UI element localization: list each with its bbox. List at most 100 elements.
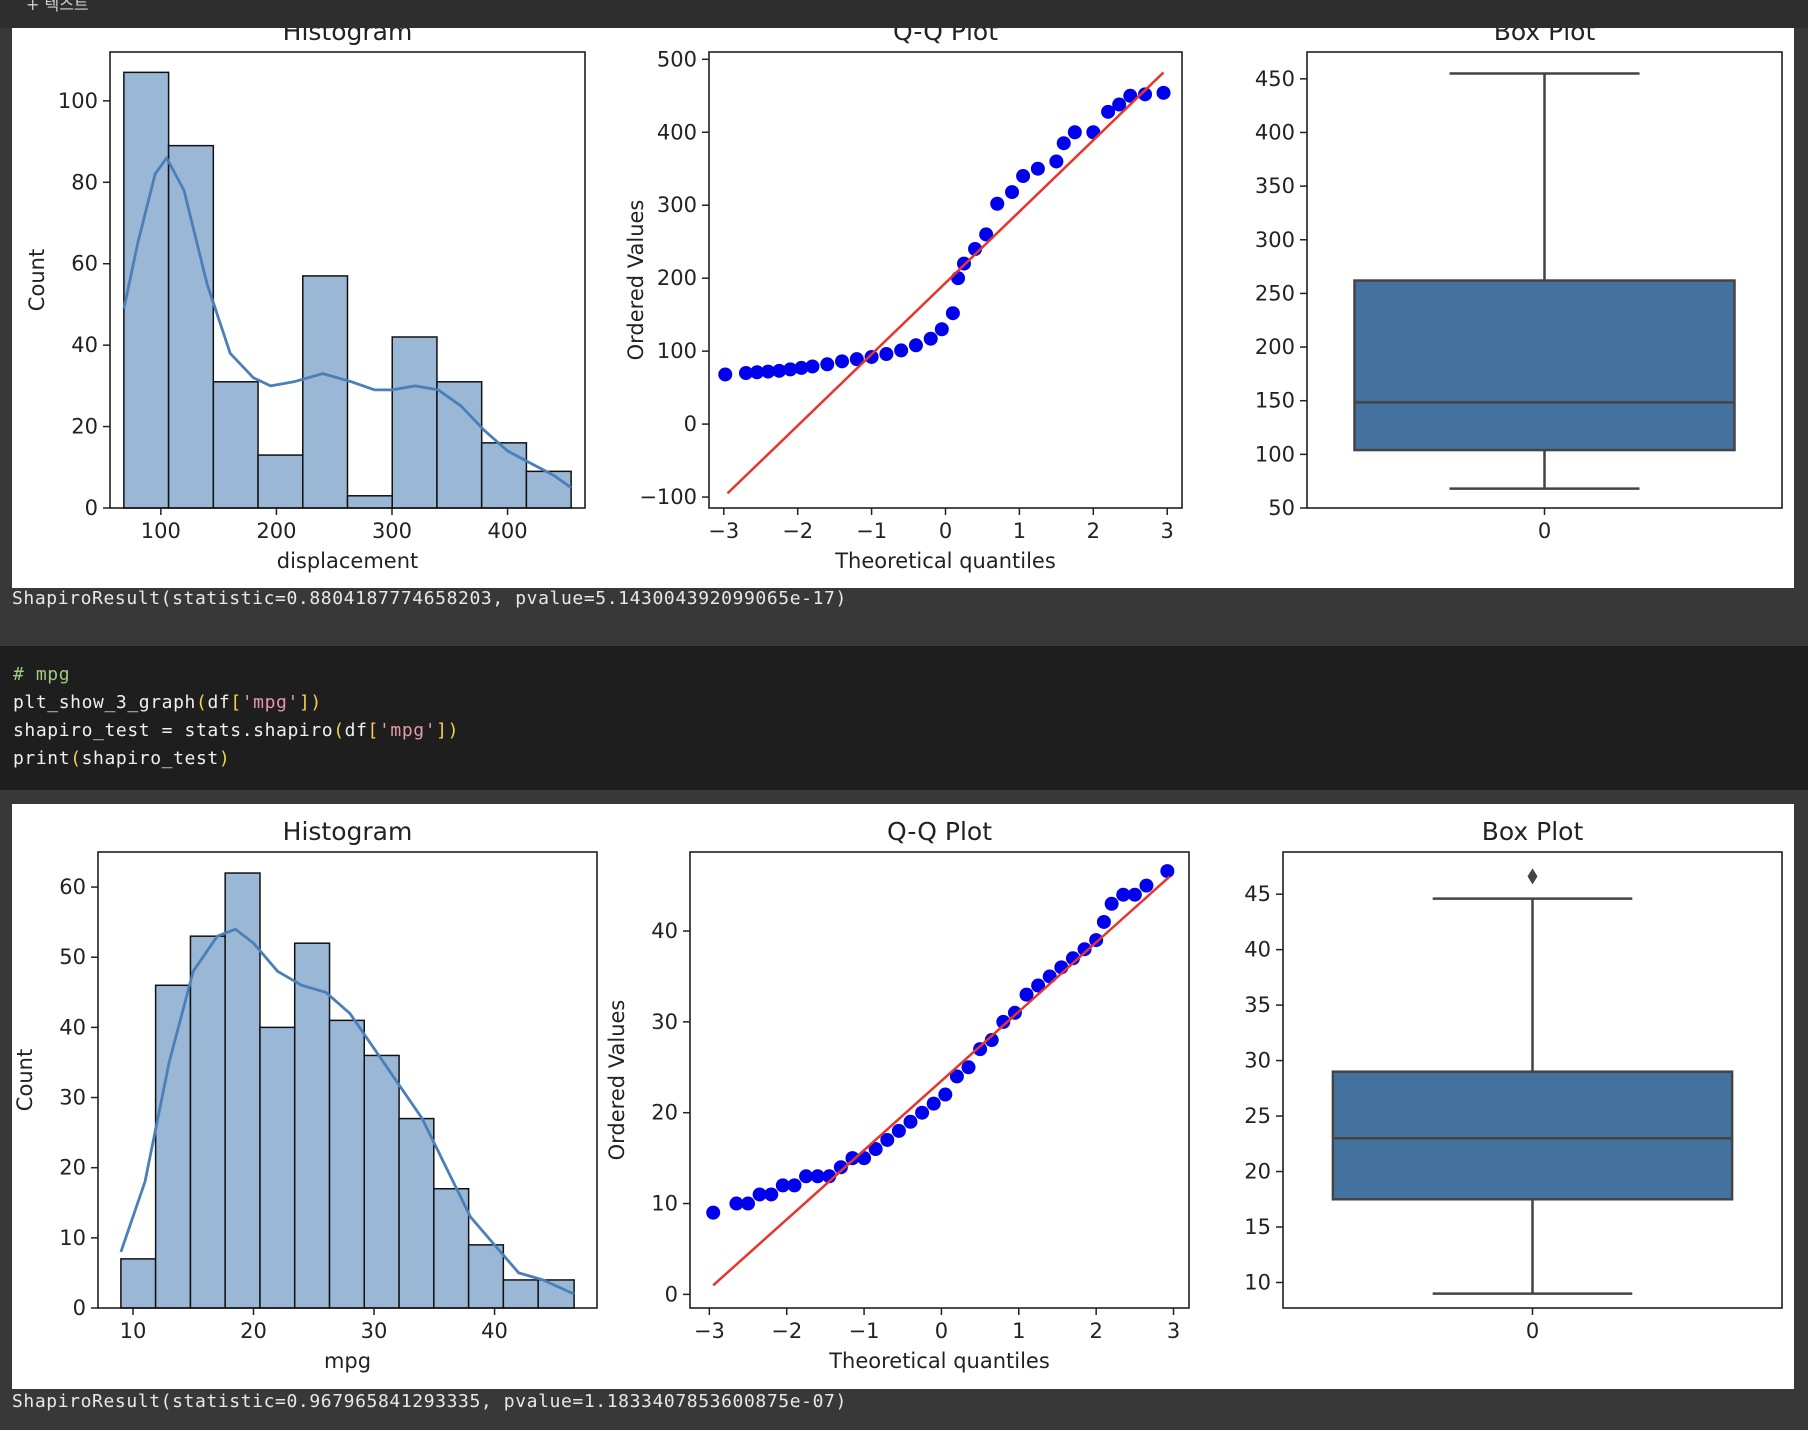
displacement-histogram-bar [391, 336, 438, 509]
mpg-histogram-ytick-label: 0 [73, 1296, 86, 1320]
displacement-histogram-xlabel: displacement [277, 549, 419, 573]
mpg-histogram-bar [433, 1187, 470, 1309]
mpg-histogram-title: Histogram [283, 817, 413, 846]
mpg-box-ytick-label: 40 [1244, 938, 1271, 962]
mpg-histogram-bar [537, 1279, 575, 1309]
displacement-qq-title: Q-Q Plot [893, 28, 998, 46]
displacement-qq-xtick-label: −2 [782, 519, 813, 543]
mpg-histogram-xlabel: mpg [324, 1349, 371, 1373]
displacement-qq-point [1112, 97, 1127, 112]
mpg-qq-point [1019, 987, 1034, 1002]
displacement-histogram-bar [123, 71, 170, 509]
mpg-qq-point [1065, 951, 1080, 966]
code-print-arg: shapiro_test [81, 748, 219, 769]
displacement-qq-point [835, 354, 850, 369]
code-fn-call: plt_show_3_graph [13, 692, 196, 713]
displacement-histogram-title: Histogram [283, 28, 413, 46]
mpg-histogram-xtick-label: 30 [361, 1319, 388, 1343]
mpg-qq-point [1077, 942, 1092, 957]
code-line-comment: # mpg [13, 664, 70, 685]
displacement-qq-ytick-label: 300 [657, 193, 697, 217]
mpg-qq-point [752, 1187, 767, 1202]
code-cell[interactable]: # mpg plt_show_3_graph(df['mpg']) shapir… [0, 646, 1808, 790]
mpg-qq-xtick-label: −1 [849, 1319, 880, 1343]
displacement-qq-point [1030, 161, 1045, 176]
displacement-qq-fit-line [726, 71, 1165, 495]
displacement-qq-frame [708, 51, 1183, 509]
code-line-shapiro: shapiro_test = stats.shapiro(df['mpg']) [13, 720, 460, 741]
mpg-qq-point [833, 1160, 848, 1175]
mpg-histogram-kde-line [119, 927, 575, 1296]
mpg-box-ytick-label: 45 [1244, 882, 1271, 906]
displacement-box-ytick-label: 250 [1255, 281, 1295, 305]
mpg-histogram-bar [189, 935, 226, 1309]
displacement-qq-point [979, 227, 994, 242]
mpg-box-title: Box Plot [1482, 817, 1584, 846]
displacement-histogram-ytick-label: 60 [71, 252, 98, 276]
mpg-qq-ytick-label: 40 [651, 919, 678, 943]
mpg-box-xtick-label: 0 [1526, 1319, 1539, 1343]
mpg-histogram-axes: Histogram mpg Count 0 10 20 30 40 50 60 10 20 30 40 [13, 817, 508, 1373]
mpg-histogram-ytick-label: 20 [59, 1156, 86, 1180]
displacement-box-ytick-label: 350 [1255, 174, 1295, 198]
displacement-qq-point [1016, 169, 1031, 184]
displacement-qq-point [1101, 104, 1116, 119]
code-comment: # mpg [13, 664, 71, 685]
mpg-qq-point [996, 1014, 1011, 1029]
mpg-histogram-bar [467, 1244, 505, 1309]
displacement-box-title: Box Plot [1494, 28, 1596, 46]
code-df: df [207, 692, 231, 713]
mpg-qq-point [984, 1033, 999, 1048]
displacement-histogram-bar [480, 442, 528, 509]
displacement-qq-xtick-label: −1 [856, 519, 887, 543]
displacement-qq-point [718, 367, 733, 382]
displacement-histogram-xtick-label: 400 [488, 519, 528, 543]
mpg-box-iqr-box [1331, 1070, 1734, 1201]
displacement-qq-point [820, 357, 835, 372]
displacement-histogram-bar [167, 144, 215, 509]
mpg-qq-point [729, 1196, 744, 1211]
mpg-box-ytick-label: 10 [1244, 1270, 1271, 1294]
mpg-qq-xtick-label: 0 [935, 1319, 948, 1343]
mpg-histogram-ylabel: Count [13, 1049, 37, 1111]
mpg-qq-point [868, 1142, 883, 1157]
mpg-qq-axes: Q-Q Plot Theoretical quantiles Ordered Val… [605, 817, 1180, 1373]
displacement-figure: Histogram displacement Count 0 20 40 60 80 100 10… [12, 28, 1794, 588]
displacement-qq-point [794, 360, 809, 375]
add-text-button[interactable]: + 텍스트 [26, 0, 89, 14]
mpg-histogram-bar [398, 1117, 435, 1309]
mpg-histogram-xtick-label: 40 [481, 1319, 508, 1343]
displacement-histogram-bar [436, 381, 483, 509]
displacement-histogram-bar [257, 454, 304, 509]
mpg-box-outlier [1527, 868, 1538, 885]
mpg-qq-point [926, 1096, 941, 1111]
displacement-histogram-axes: Histogram displacement Count 0 20 40 60 80 100 10… [25, 28, 528, 573]
mpg-qq-point [891, 1123, 906, 1138]
mpg-qq-point [845, 1151, 860, 1166]
displacement-qq-point [761, 364, 776, 379]
mpg-qq-point [764, 1187, 779, 1202]
mpg-box-ytick-label: 30 [1244, 1049, 1271, 1073]
displacement-histogram-xtick-label: 300 [372, 519, 412, 543]
displacement-qq-point [1049, 154, 1064, 169]
toolbar: + 텍스트 [0, 0, 1808, 28]
code-line-print: print(shapiro_test) [13, 748, 231, 769]
displacement-histogram-ylabel: Count [25, 249, 49, 311]
mpg-qq-point [799, 1169, 814, 1184]
mpg-qq-point [775, 1178, 790, 1193]
displacement-histogram-xtick-label: 200 [256, 519, 296, 543]
mpg-box-axes: Box Plot 10 15 20 25 30 35 40 45 0 [1244, 817, 1583, 1343]
mpg-qq-ytick-label: 30 [651, 1010, 678, 1034]
mpg-histogram-bar [502, 1279, 539, 1309]
mpg-qq-point [973, 1042, 988, 1057]
displacement-qq-point [1056, 136, 1071, 151]
displacement-qq-xtick-label: 2 [1087, 519, 1100, 543]
code-line-plot: plt_show_3_graph(df['mpg']) [13, 692, 322, 713]
mpg-qq-point [1139, 878, 1154, 893]
displacement-qq-point [750, 365, 765, 380]
displacement-qq-point [783, 362, 798, 377]
mpg-qq-title: Q-Q Plot [887, 817, 992, 846]
mpg-qq-ytick-label: 20 [651, 1101, 678, 1125]
displacement-qq-point [1123, 88, 1138, 103]
